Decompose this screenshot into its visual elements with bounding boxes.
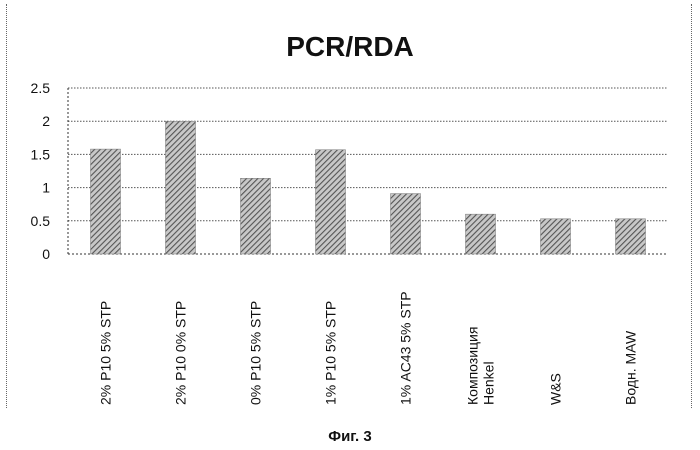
- bar: [541, 219, 571, 254]
- y-tick-label: 0.5: [31, 213, 51, 229]
- x-category-label: 0% P10 5% STP: [248, 301, 264, 405]
- y-tick-label: 2.5: [31, 80, 51, 96]
- bar: [466, 214, 496, 254]
- bar: [616, 219, 646, 254]
- bar-chart: PCR/RDA 00.511.522.5 2% P10 5% STP2% P10…: [0, 0, 700, 420]
- bar: [316, 150, 346, 254]
- y-tick-label: 0: [42, 246, 50, 262]
- x-axis-categories: 2% P10 5% STP 2% P10 0% STP 0% P10 5% STP 1…: [98, 291, 639, 405]
- y-tick-label: 1: [42, 180, 50, 196]
- figure-caption: Фиг. 3: [0, 428, 700, 445]
- x-category-label: 1% P10 5% STP: [323, 301, 339, 405]
- y-axis-ticks: 0 0.5 1 1.5 2 2.5: [31, 80, 51, 262]
- x-category-label: Композиция: [465, 327, 481, 405]
- gridlines: [68, 88, 668, 254]
- x-category-label: 2% P10 5% STP: [98, 301, 114, 405]
- x-category-label: 2% P10 0% STP: [173, 301, 189, 405]
- x-category-label: W&S: [548, 373, 564, 405]
- x-category-label: Водн. MAW: [623, 330, 639, 405]
- bar: [91, 149, 121, 254]
- y-tick-label: 1.5: [31, 146, 51, 162]
- bar: [391, 194, 421, 254]
- x-category-label: Henkel: [481, 361, 497, 405]
- y-tick-label: 2: [42, 113, 50, 129]
- bar: [241, 178, 271, 254]
- bar: [166, 121, 196, 254]
- chart-title: PCR/RDA: [286, 31, 414, 62]
- x-category-label: 1% AC43 5% STP: [398, 291, 414, 405]
